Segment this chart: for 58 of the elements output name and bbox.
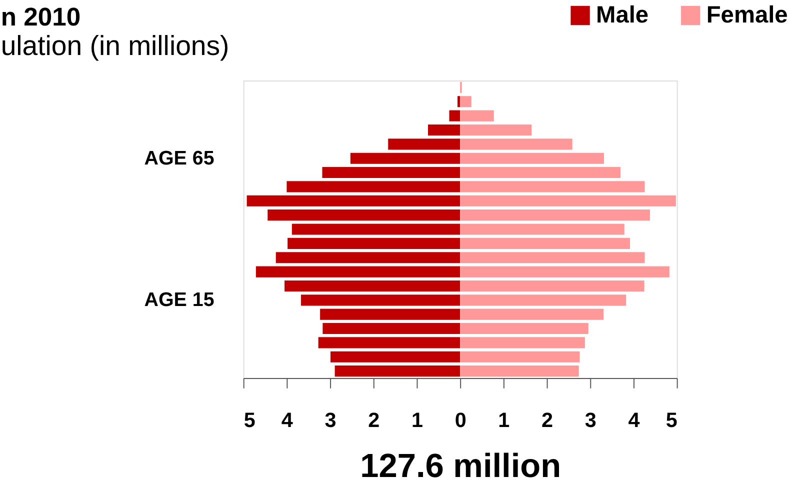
bar: [320, 308, 460, 320]
x-tick-label: 4: [281, 408, 294, 432]
bar: [330, 351, 460, 362]
bar: [246, 195, 460, 206]
y-tick-label: AGE 65: [144, 147, 214, 170]
bar: [288, 238, 460, 249]
bar: [449, 110, 460, 122]
bar: [460, 181, 645, 192]
bar: [460, 294, 626, 306]
bar: [322, 166, 460, 178]
bar: [276, 252, 460, 264]
bar: [457, 96, 460, 108]
bar: [460, 266, 670, 278]
legend-label: Male: [596, 2, 649, 28]
y-tick-label: AGE 15: [144, 289, 214, 312]
bar: [460, 110, 494, 122]
bar: [256, 266, 460, 278]
bar: [334, 366, 460, 377]
bar: [318, 337, 460, 348]
bar: [428, 124, 460, 136]
bar: [460, 210, 650, 221]
legend-label: Female: [706, 2, 788, 28]
bar: [460, 138, 572, 150]
bar: [460, 238, 630, 249]
bar: [460, 322, 588, 334]
bar: [460, 195, 676, 206]
x-tick-label: 5: [244, 408, 256, 432]
bar: [350, 152, 460, 164]
bar: [460, 337, 585, 348]
bar: [460, 351, 580, 362]
bar: [460, 224, 624, 235]
bar: [388, 138, 460, 150]
bar: [460, 252, 645, 264]
text: n 2010: [0, 3, 81, 32]
bar: [286, 181, 460, 192]
chart-subtitle: ulation (in millions): [0, 30, 230, 61]
bar: [284, 280, 460, 292]
x-tick-label: 2: [368, 408, 380, 432]
bar: [460, 152, 604, 164]
bar: [460, 124, 532, 136]
x-tick-label: 1: [411, 408, 423, 432]
x-tick-label: 3: [584, 408, 596, 432]
bar: [460, 366, 579, 377]
bar: [292, 224, 460, 235]
bar: [460, 308, 604, 320]
x-tick-label: 3: [324, 408, 336, 432]
x-axis-title: 127.6 million: [360, 448, 562, 486]
x-tick-label: 5: [666, 408, 678, 432]
bar: [460, 280, 644, 292]
x-tick-label: 0: [454, 408, 466, 432]
x-tick-label: 4: [628, 408, 640, 432]
bar: [460, 96, 472, 108]
x-tick-label: 1: [498, 408, 510, 432]
bar: [300, 294, 460, 306]
bar: [322, 322, 460, 334]
bar: [268, 210, 460, 221]
bar: [460, 166, 620, 178]
x-tick-label: 2: [542, 408, 554, 432]
